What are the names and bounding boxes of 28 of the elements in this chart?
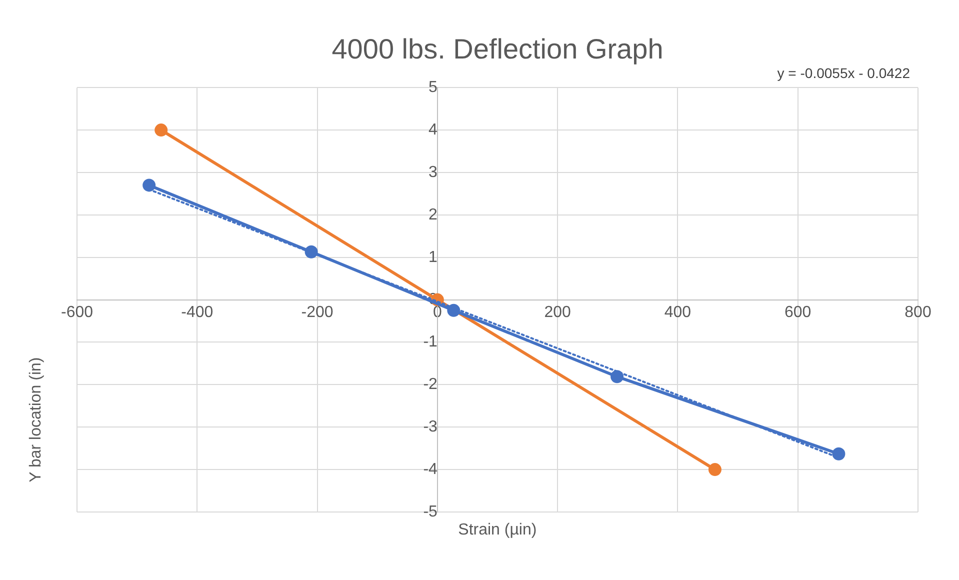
point [832,447,846,460]
y-tick-label: -1 [423,334,438,351]
y-tick-label: -4 [423,460,438,478]
point [304,245,318,258]
x-axis-title: Strain (µin) [458,521,537,538]
point [154,124,168,137]
y-tick-label: 4 [428,121,438,138]
chart-title: 4000 lbs. Deflection Graph [332,34,664,65]
point [142,178,156,192]
y-axis-title: Y bar location (in) [27,357,44,482]
y-tick-label: -3 [423,418,438,436]
y-tick-label: -2 [423,376,438,394]
y-tick-label: 2 [428,206,438,224]
point [610,370,624,384]
x-tick-label: 400 [664,304,692,321]
point [447,304,460,317]
y-tick-label: 5 [428,79,438,96]
x-tick-label: 600 [784,304,812,321]
x-tick-label: -200 [301,304,334,321]
text: y = -0.0055x - 0.0422 [777,64,910,81]
point [708,463,722,476]
x-tick-label: 800 [904,304,932,321]
x-tick-label: 200 [544,304,572,321]
y-tick-label: -5 [423,503,438,520]
x-tick-label: -600 [60,304,94,321]
y-tick-label: 1 [428,248,438,266]
x-tick-label: -400 [181,304,214,321]
y-tick-label: 3 [428,164,438,181]
